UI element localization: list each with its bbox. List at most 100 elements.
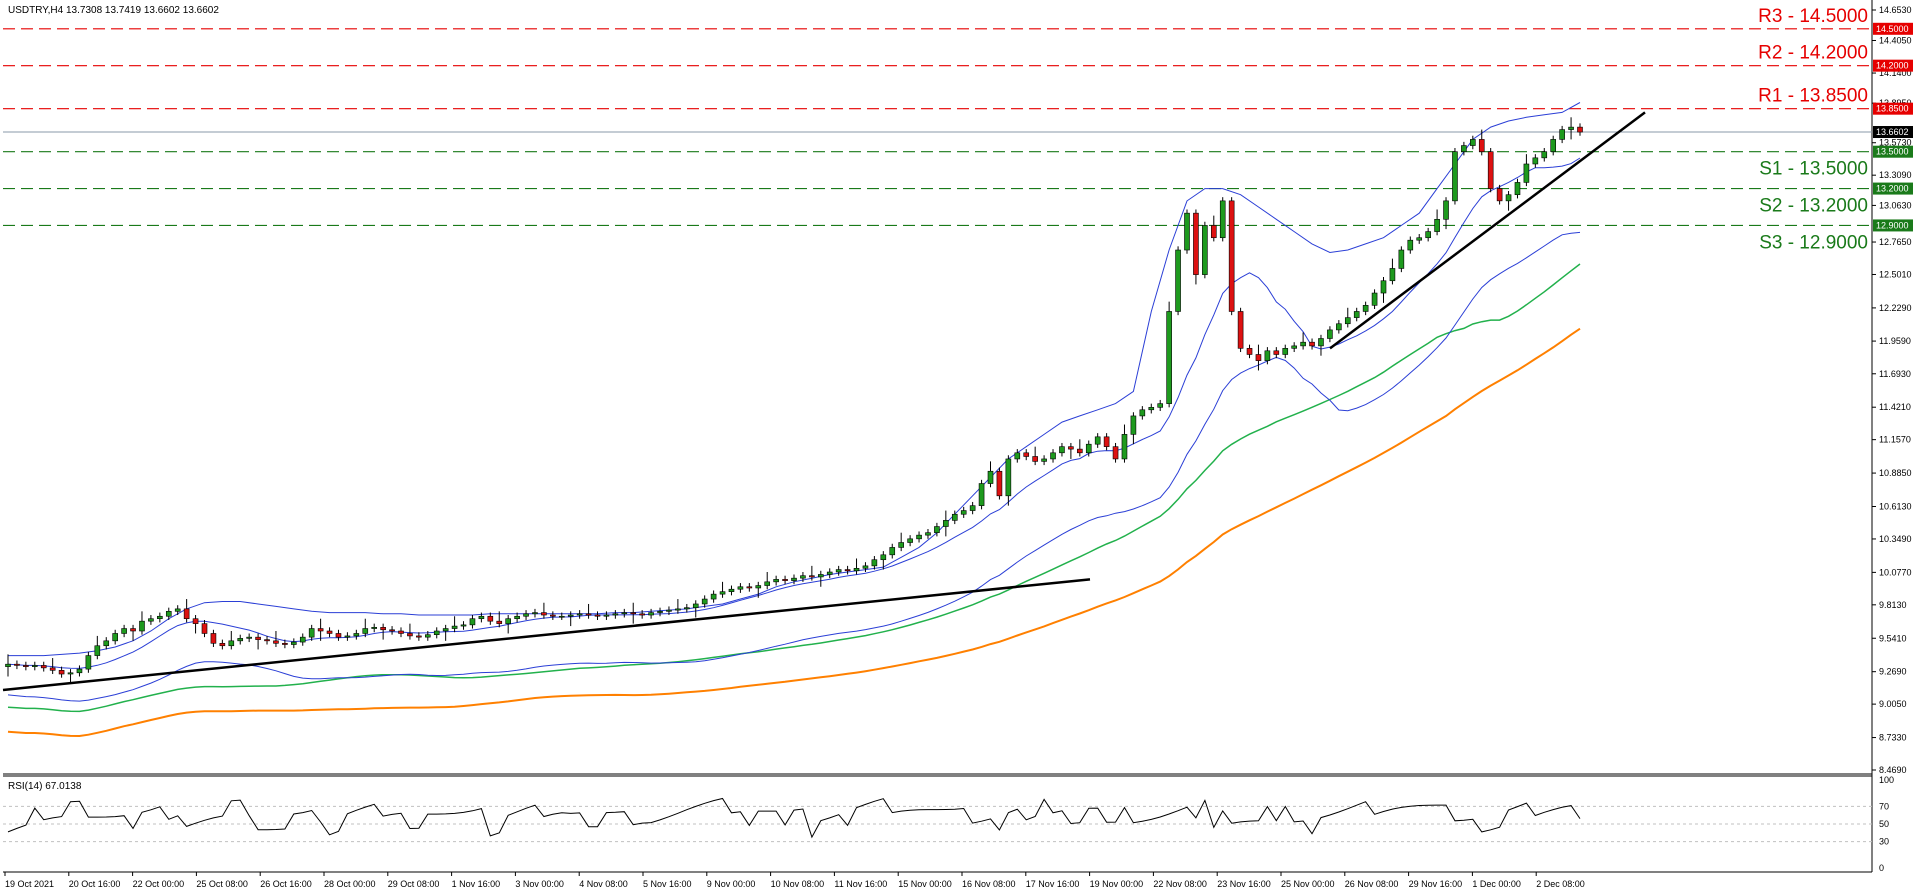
time-tick-label: 23 Nov 16:00 bbox=[1217, 879, 1271, 889]
candle-bull bbox=[103, 640, 110, 647]
candle-bear bbox=[1193, 212, 1199, 275]
candle-bull bbox=[880, 554, 887, 561]
candle-bull bbox=[1166, 311, 1172, 404]
candle-bull bbox=[1318, 338, 1324, 347]
long-term-trend-line bbox=[2, 578, 1091, 692]
level-label: S2 - 13.2000 bbox=[1759, 196, 1868, 217]
level-label: S1 - 13.5000 bbox=[1759, 159, 1868, 180]
candle-bull bbox=[1005, 458, 1012, 497]
price-tick-label: 13.5730 bbox=[1879, 138, 1912, 148]
level-price-tag-text: 14.2000 bbox=[1876, 61, 1909, 71]
time-tick-label: 17 Nov 16:00 bbox=[1026, 879, 1080, 889]
candle-bull bbox=[978, 483, 985, 506]
candle-bull bbox=[85, 655, 92, 670]
candle-bear bbox=[389, 629, 395, 632]
candle-bear bbox=[219, 642, 226, 647]
candle-bull bbox=[1452, 151, 1458, 202]
candle-bull bbox=[737, 586, 744, 590]
candle-bull bbox=[1050, 452, 1056, 460]
candle-bull bbox=[853, 568, 860, 572]
candle-bear bbox=[1487, 151, 1494, 189]
candle-bull bbox=[1398, 249, 1405, 269]
candle-bull bbox=[710, 593, 717, 600]
candle-bull bbox=[567, 614, 574, 617]
level-price-tag-text: 13.5000 bbox=[1876, 147, 1909, 157]
rsi-tick-label: 30 bbox=[1879, 837, 1889, 847]
candle-bull bbox=[1148, 407, 1155, 411]
price-tick-label: 8.4690 bbox=[1879, 765, 1907, 775]
candle-bear bbox=[782, 579, 788, 581]
candle-bear bbox=[594, 614, 601, 617]
candle-bull bbox=[960, 510, 967, 515]
candle-bear bbox=[317, 628, 324, 632]
candle-bear bbox=[639, 613, 645, 616]
candle-bull bbox=[1264, 350, 1271, 361]
candle-bull bbox=[612, 613, 619, 616]
candle-bull bbox=[299, 636, 306, 643]
candle-bear bbox=[130, 628, 136, 632]
candle-bull bbox=[1505, 194, 1512, 202]
candle-bear bbox=[844, 569, 851, 572]
candle-bull bbox=[1157, 403, 1164, 408]
level-label: R3 - 14.5000 bbox=[1758, 6, 1868, 27]
candle-bull bbox=[1461, 145, 1467, 153]
rsi-header: RSI(14) 67.0138 bbox=[8, 781, 82, 792]
time-tick-label: 26 Nov 08:00 bbox=[1345, 879, 1399, 889]
candle-bear bbox=[255, 636, 261, 640]
candle-bull bbox=[362, 628, 369, 634]
candle-bear bbox=[1309, 341, 1315, 347]
candle-bear bbox=[1255, 354, 1262, 361]
candle-bull bbox=[764, 581, 771, 586]
candle-bull bbox=[773, 579, 779, 583]
level-price-tag bbox=[1873, 145, 1913, 158]
time-tick-label: 2 Dec 08:00 bbox=[1536, 879, 1585, 889]
level-label: R2 - 14.2000 bbox=[1758, 43, 1868, 64]
level-price-tag bbox=[1873, 22, 1913, 35]
candle-bear bbox=[1478, 139, 1485, 153]
candle-bear bbox=[1112, 446, 1119, 460]
candle-bear bbox=[487, 615, 494, 622]
candle-bear bbox=[1103, 436, 1110, 447]
level-price-tag-text: 13.8500 bbox=[1876, 104, 1909, 114]
candle-bear bbox=[264, 639, 270, 642]
candle-bull bbox=[826, 571, 833, 575]
candle-bear bbox=[1068, 446, 1074, 450]
candle-bear bbox=[14, 663, 20, 666]
price-tick-label: 14.1400 bbox=[1879, 68, 1912, 78]
price-tick-label: 11.6930 bbox=[1879, 369, 1911, 379]
price-tick-label: 10.8850 bbox=[1879, 468, 1912, 478]
candle-bull bbox=[925, 532, 931, 536]
candle-bull bbox=[728, 588, 735, 592]
level-price-tag bbox=[1873, 182, 1913, 195]
candle-bull bbox=[1389, 268, 1396, 282]
level-price-tag-text: 14.5000 bbox=[1876, 24, 1909, 34]
candle-bear bbox=[183, 608, 190, 620]
candle-bull bbox=[889, 547, 896, 556]
rsi-panel: 100 70 50 30 0 RSI(14) 67.0138 bbox=[3, 775, 1894, 873]
candle-bear bbox=[326, 630, 333, 634]
candle-bull bbox=[675, 608, 681, 611]
candle-bull bbox=[478, 615, 485, 620]
candle-bear bbox=[1228, 200, 1235, 312]
candle-bull bbox=[791, 577, 797, 581]
time-tick-label: 16 Nov 08:00 bbox=[962, 879, 1016, 889]
candle-bear bbox=[49, 667, 56, 671]
candle-bull bbox=[148, 618, 154, 622]
rsi-tick-label: 100 bbox=[1879, 775, 1894, 785]
candle-bull bbox=[1094, 436, 1101, 445]
time-tick-label: 29 Oct 08:00 bbox=[388, 879, 440, 889]
candle-bull bbox=[898, 542, 904, 548]
candle-bull bbox=[871, 559, 878, 567]
candle-bear bbox=[58, 670, 65, 675]
price-tick-label: 11.4210 bbox=[1879, 402, 1911, 412]
candle-bull bbox=[1014, 452, 1021, 460]
time-tick-label: 1 Dec 00:00 bbox=[1472, 879, 1521, 889]
candle-bull bbox=[1523, 163, 1530, 183]
level-price-tag-text: 12.9000 bbox=[1876, 220, 1909, 230]
candle-bull bbox=[344, 635, 351, 638]
candle-bull bbox=[174, 608, 181, 612]
candle-bear bbox=[282, 642, 288, 645]
candle-bear bbox=[1496, 188, 1503, 202]
candle-bull bbox=[621, 612, 628, 615]
